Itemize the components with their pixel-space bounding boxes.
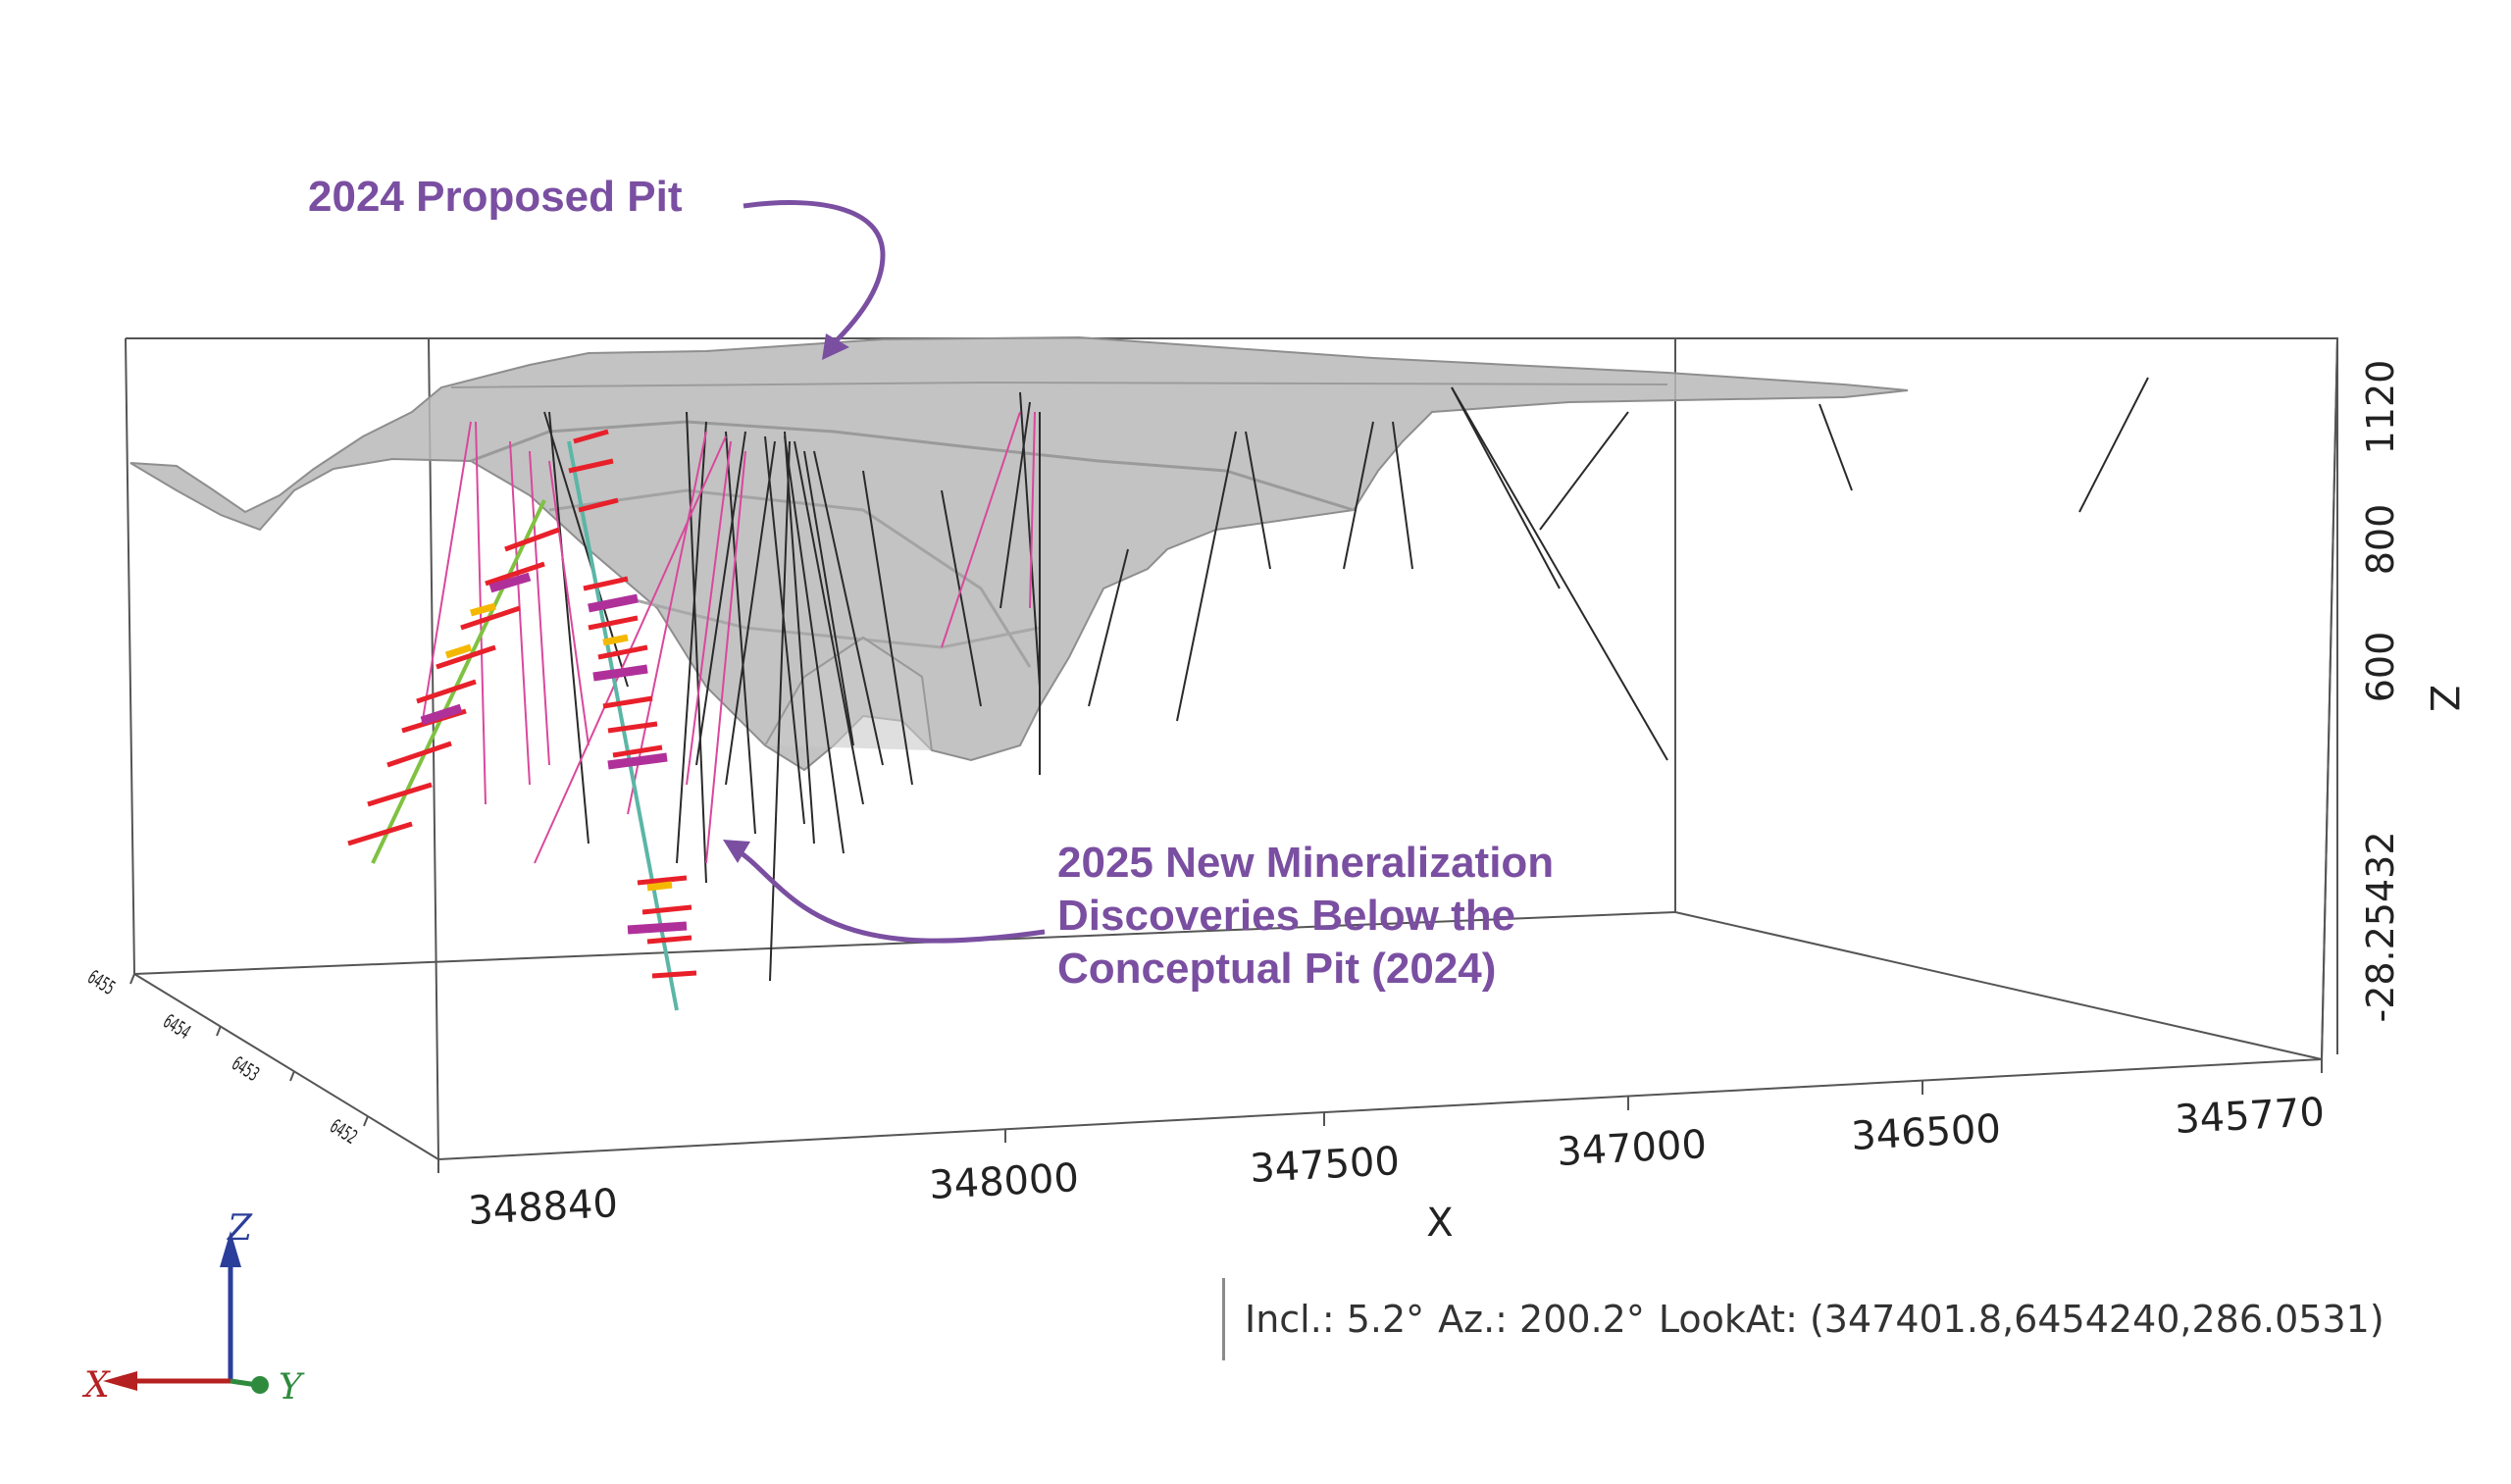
pit-arrow [743,200,886,345]
z-axis-title: Z [2421,685,2466,711]
x-tick: 347500 [1249,1139,1401,1192]
pit-callout: 2024 Proposed Pit [308,173,683,221]
orientation-triad: Z X Y [81,1208,305,1407]
discovery-callout-line: 2025 New Mineralization [1057,839,1555,887]
view-status-bar: Incl.: 5.2° Az.: 200.2° LookAt: (347401.… [1222,1278,2398,1360]
triad-z-label: Z [227,1208,253,1249]
discovery-callout: 2025 New Mineralization Discoveries Belo… [1057,837,1554,996]
azimuth-readout: Az.: 200.2° [1438,1298,1645,1341]
lookat-readout: LookAt: (347401.8,6454240,286.0531) [1658,1298,2384,1341]
y-tick: 6454 [159,1009,194,1044]
drill-holes-black [543,377,2149,982]
discovery-arrow [734,846,1046,944]
triad-x-label: X [81,1365,111,1406]
discovery-callout-line: Discoveries Below the [1057,892,1516,940]
x-arrow-icon [103,1371,137,1391]
y-tick: 6453 [228,1051,263,1086]
y-tick: 6455 [83,965,119,999]
pit-arrow-head [822,333,849,360]
y-arrow-icon [251,1376,269,1394]
x-axis: 348840 348000 347500 347000 346500 34577… [437,1059,2326,1246]
z-tick: 1120 [2359,360,2402,455]
x-tick: 348840 [467,1181,619,1234]
x-tick: 345770 [2174,1090,2326,1143]
y-tick: 6452 [326,1114,361,1149]
y-axis: 6455 6454 6453 6452 [83,965,369,1149]
x-tick: 348000 [928,1155,1080,1208]
z-tick: 800 [2359,504,2402,576]
x-tick: 346500 [1850,1106,2002,1159]
assay-intercepts [347,429,697,1011]
z-tick: -28.25432 [2359,831,2402,1022]
inclination-readout: Incl.: 5.2° [1245,1298,1425,1341]
triad-y-label: Y [279,1367,305,1407]
pit-surface [129,335,1909,772]
discovery-callout-line: Conceptual Pit (2024) [1057,945,1497,993]
discovery-arrow-head [723,840,750,863]
x-tick: 347000 [1556,1122,1708,1175]
z-arrow-icon [220,1231,241,1267]
z-axis: 1120 800 600 -28.25432 Z [2321,337,2466,1060]
z-tick: 600 [2359,632,2402,703]
x-axis-title: X [1426,1201,1453,1246]
